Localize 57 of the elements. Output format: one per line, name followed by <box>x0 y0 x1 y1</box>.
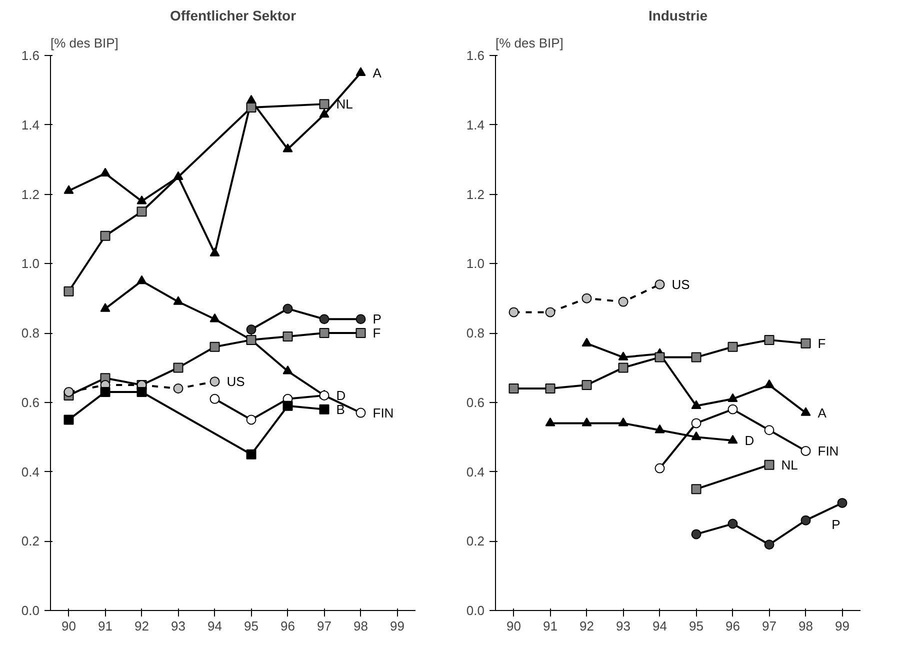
y-tick-label: 0.4 <box>466 464 485 480</box>
x-tick-label: 93 <box>616 618 630 634</box>
y-tick-label: 1.6 <box>466 48 485 63</box>
y-tick-label: 0.8 <box>466 326 485 340</box>
series-label: NL <box>336 96 353 112</box>
x-tick-label: 95 <box>689 618 704 634</box>
series-label: FIN <box>372 405 394 420</box>
y-tick-label: 0.0 <box>466 603 485 618</box>
y-tick-label: 0.2 <box>466 534 485 549</box>
y-axis-title: [% des BIP] <box>496 36 564 50</box>
series-label: D <box>336 388 346 403</box>
x-tick-label: 98 <box>798 618 813 634</box>
series-label: US <box>672 276 690 292</box>
y-tick-label: 1.0 <box>466 256 485 272</box>
series-label: B <box>336 402 345 417</box>
x-tick-label: 94 <box>208 618 222 634</box>
x-tick-label: 93 <box>171 618 186 634</box>
series-label: A <box>818 405 827 420</box>
chart-title: Offentlicher Sektor <box>170 8 297 24</box>
chart-title: Industrie <box>648 8 708 24</box>
x-tick-label: 90 <box>506 618 521 634</box>
y-tick-label: 0.6 <box>21 394 40 410</box>
x-tick-label: 91 <box>98 618 112 634</box>
y-tick-label: 1.4 <box>21 117 40 132</box>
series-label: P <box>372 312 382 327</box>
x-tick-label: 97 <box>762 618 776 634</box>
y-tick-label: 1.0 <box>21 256 40 272</box>
y-tick-label: 1.2 <box>466 186 485 202</box>
x-tick-label: 92 <box>134 618 149 634</box>
x-tick-label: 96 <box>280 618 295 634</box>
y-axis-title: [% des BIP] <box>50 36 118 50</box>
x-tick-label: 97 <box>317 618 332 634</box>
y-tick-label: 0.0 <box>21 603 40 618</box>
y-tick-label: 0.6 <box>466 394 485 410</box>
x-tick-label: 94 <box>652 618 667 634</box>
series-label: A <box>372 65 382 80</box>
x-tick-label: 96 <box>726 618 740 634</box>
series-label: P <box>832 516 840 532</box>
y-tick-label: 1.6 <box>21 48 40 63</box>
series-label: FIN <box>818 443 839 458</box>
y-tick-label: 1.2 <box>21 186 40 202</box>
x-tick-label: 95 <box>244 618 258 634</box>
x-tick-label: 92 <box>580 618 594 634</box>
y-tick-label: 0.8 <box>21 326 40 340</box>
series-label: NL <box>781 457 798 472</box>
x-tick-label: 91 <box>543 618 558 634</box>
x-tick-label: 99 <box>835 618 850 634</box>
x-tick-label: 90 <box>62 618 76 634</box>
y-tick-label: 0.2 <box>21 534 40 549</box>
series-label: F <box>818 336 826 351</box>
series-label: D <box>744 433 754 448</box>
series-label: F <box>372 326 381 340</box>
y-tick-label: 0.4 <box>21 464 40 480</box>
y-tick-label: 1.4 <box>466 117 485 132</box>
x-tick-label: 99 <box>390 618 404 634</box>
x-tick-label: 98 <box>354 618 368 634</box>
series-label: US <box>226 374 246 390</box>
